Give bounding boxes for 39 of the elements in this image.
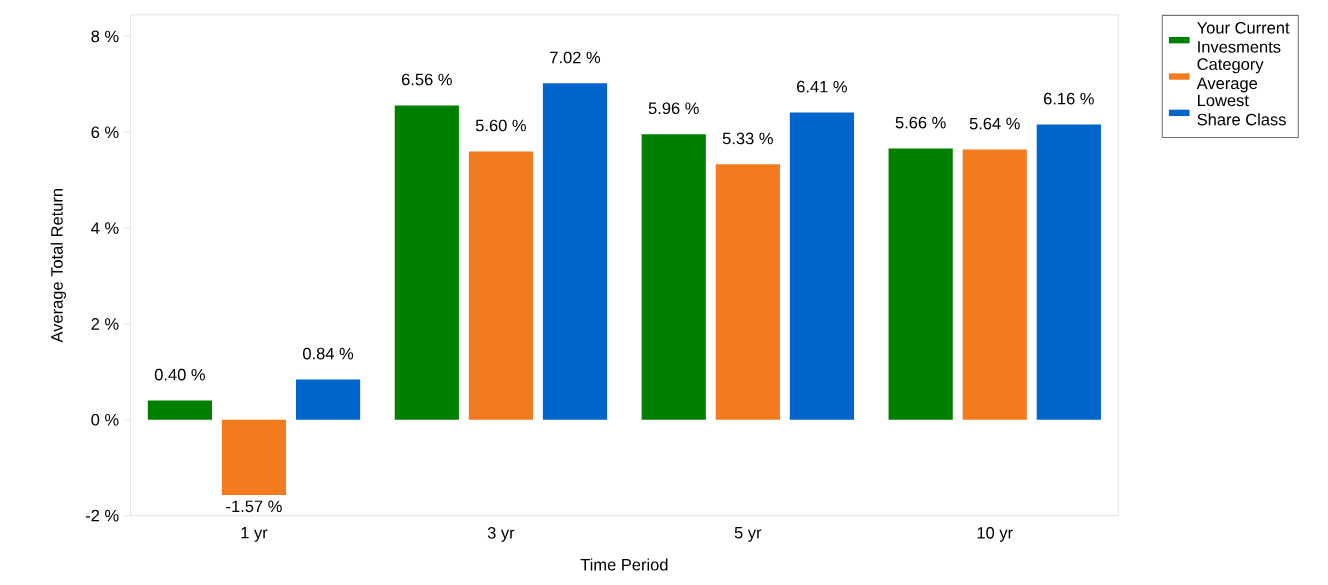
bar xyxy=(641,134,706,420)
y-axis-title: Average Total Return xyxy=(50,189,67,343)
bar xyxy=(394,105,459,420)
bar xyxy=(542,83,608,420)
x-axis-title: Time Period xyxy=(580,558,668,571)
data-label: 5.60 % xyxy=(475,119,526,132)
legend-label: Your Current Invesments xyxy=(1197,22,1290,53)
bar xyxy=(888,148,953,420)
x-tick-label: 10 yr xyxy=(977,527,1013,542)
data-label: 6.41 % xyxy=(797,80,847,93)
bar xyxy=(1036,124,1101,420)
data-label: 5.64 % xyxy=(969,117,1020,130)
y-tick-label: 0 % xyxy=(91,413,119,426)
bar xyxy=(468,151,533,420)
data-label: 5.66 % xyxy=(895,116,946,129)
data-label: 7.02 % xyxy=(550,51,601,64)
data-label: 5.96 % xyxy=(648,102,699,115)
y-tick-label: 8 % xyxy=(91,30,119,43)
bar xyxy=(715,164,780,420)
x-tick-label: 1 yr xyxy=(241,527,268,542)
x-tick-label: 5 yr xyxy=(734,527,762,542)
bar xyxy=(962,149,1027,420)
legend-label: Lowest Share Class xyxy=(1197,94,1286,126)
legend-label: Category Average xyxy=(1196,58,1264,93)
y-tick-label: 6 % xyxy=(91,126,119,139)
data-label: -1.57 % xyxy=(226,500,282,513)
y-tick-label: 4 % xyxy=(91,222,119,234)
data-label: 0.84 % xyxy=(303,347,354,360)
bar xyxy=(221,419,287,496)
y-tick-label: 2 % xyxy=(91,318,119,330)
data-label: 0.40 % xyxy=(154,368,205,381)
bar xyxy=(295,379,361,420)
data-label: 6.56 % xyxy=(401,73,452,86)
x-tick-label: 3 yr xyxy=(487,527,515,542)
data-label: 6.16 % xyxy=(1043,92,1094,105)
y-tick-label: -2 % xyxy=(85,509,119,522)
bar xyxy=(147,400,213,420)
bar xyxy=(789,112,854,420)
data-label: 5.33 % xyxy=(722,132,773,145)
